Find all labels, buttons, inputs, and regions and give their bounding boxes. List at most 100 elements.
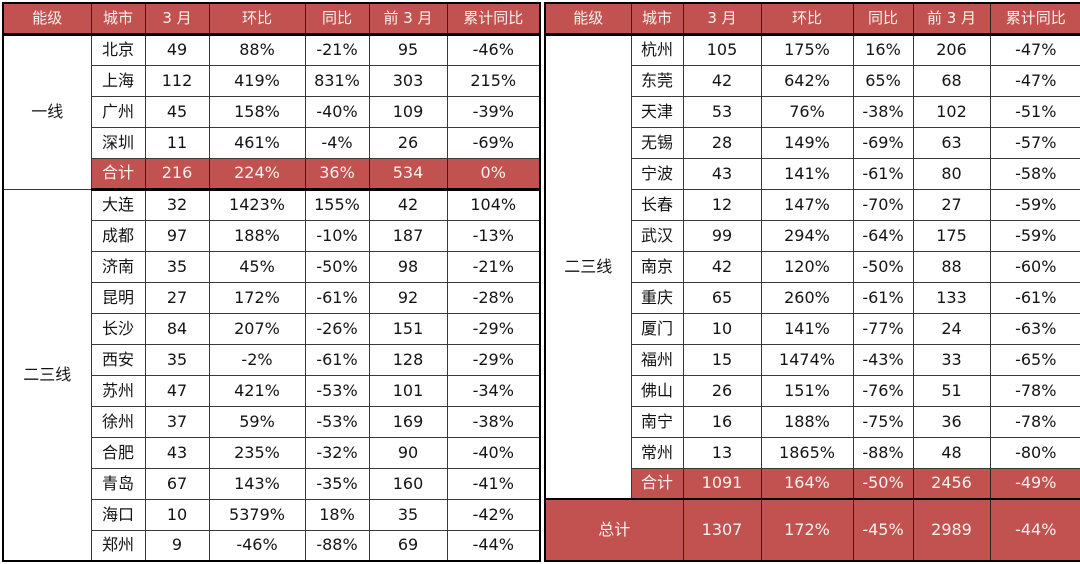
value-cell: -76%: [852, 374, 914, 407]
value-cell: 188%: [208, 219, 306, 252]
value-cell: -69%: [852, 126, 914, 159]
value-cell: 128: [368, 343, 448, 376]
value-cell: 294%: [760, 219, 854, 252]
header-first-3-months: 前 3 月: [912, 2, 991, 36]
value-cell: -88%: [304, 529, 370, 562]
value-cell: 461%: [208, 126, 306, 159]
value-cell: 141%: [760, 312, 854, 345]
value-cell: 172%: [760, 498, 854, 562]
header-mom: 环比: [760, 2, 854, 36]
value-cell: 36: [912, 405, 991, 438]
city-cell: 西安: [90, 343, 146, 376]
value-cell: 13: [682, 436, 762, 469]
value-cell: -29%: [446, 312, 541, 345]
value-cell: 260%: [760, 281, 854, 314]
value-cell: 143%: [208, 467, 306, 500]
value-cell: 112: [144, 64, 210, 97]
city-stats-table-left: 能级 城市 3 月 环比 同比 前 3 月 累计同比 一线 北京 49 88% -21…: [2, 2, 541, 562]
value-cell: 35: [368, 498, 448, 531]
table-row: 佛山 26 151% -76% 51 -78%: [545, 374, 1080, 407]
value-cell: -50%: [852, 250, 914, 283]
value-cell: 5379%: [208, 498, 306, 531]
value-cell: 43: [144, 436, 210, 469]
value-cell: 169: [368, 405, 448, 438]
city-cell: 无锡: [630, 126, 684, 159]
value-cell: 16%: [852, 33, 914, 66]
table-row: 合肥 43 235% -32% 90 -40%: [3, 436, 541, 469]
value-cell: 32: [144, 188, 210, 221]
city-cell: 广州: [90, 95, 146, 128]
header-tier: 能级: [544, 2, 632, 36]
value-cell: 1865%: [760, 436, 854, 469]
value-cell: -50%: [852, 467, 914, 500]
value-cell: -78%: [989, 374, 1080, 407]
tier-cell-tier23: 二三线: [2, 188, 92, 562]
value-cell: 45%: [208, 250, 306, 283]
header-row: 能级 城市 3 月 环比 同比 前 3 月 累计同比: [544, 2, 1080, 36]
value-cell: -51%: [989, 95, 1080, 128]
value-cell: 160: [368, 467, 448, 500]
value-cell: 831%: [304, 64, 370, 97]
table-row: 南宁 16 188% -75% 36 -78%: [545, 405, 1080, 438]
value-cell: 102: [912, 95, 991, 128]
table-row: 二三线 大连 32 1423% 155% 42 104%: [2, 188, 541, 562]
value-cell: -59%: [989, 188, 1080, 221]
value-cell: -58%: [989, 157, 1080, 190]
value-cell: -49%: [989, 467, 1080, 500]
value-cell: 35: [144, 343, 210, 376]
value-cell: 421%: [208, 374, 306, 407]
value-cell: -29%: [446, 343, 541, 376]
city-cell: 杭州: [630, 33, 684, 66]
value-cell: -61%: [989, 281, 1080, 314]
value-cell: -63%: [989, 312, 1080, 345]
value-cell: 10: [144, 498, 210, 531]
table-row: 无锡 28 149% -69% 63 -57%: [545, 126, 1080, 159]
table-row: 长春 12 147% -70% 27 -59%: [545, 188, 1080, 221]
value-cell: -32%: [304, 436, 370, 469]
table-row: 天津 53 76% -38% 102 -51%: [545, 95, 1080, 128]
value-cell: -61%: [852, 157, 914, 190]
tier-cell-tier23: 二三线: [544, 33, 632, 500]
value-cell: 9: [144, 529, 210, 562]
value-cell: -34%: [446, 374, 541, 407]
value-cell: 99: [682, 219, 762, 252]
city-stats-table-right: 能级 城市 3 月 环比 同比 前 3 月 累计同比 二三线 杭州 105 175%…: [544, 2, 1080, 562]
value-cell: 419%: [208, 64, 306, 97]
city-cell: 合肥: [90, 436, 146, 469]
value-cell: 43: [682, 157, 762, 190]
header-cumulative-yoy: 累计同比: [446, 2, 541, 36]
value-cell: -44%: [446, 529, 541, 562]
table-row: 重庆 65 260% -61% 133 -61%: [545, 281, 1080, 314]
city-cell: 宁波: [630, 157, 684, 190]
value-cell: -57%: [989, 126, 1080, 159]
value-cell: -47%: [989, 33, 1080, 66]
value-cell: 76%: [760, 95, 854, 128]
value-cell: -21%: [446, 250, 541, 283]
city-cell: 长春: [630, 188, 684, 221]
value-cell: 67: [144, 467, 210, 500]
value-cell: -2%: [208, 343, 306, 376]
value-cell: 65: [682, 281, 762, 314]
value-cell: 642%: [760, 64, 854, 97]
value-cell: -40%: [304, 95, 370, 128]
city-cell: 天津: [630, 95, 684, 128]
city-cell: 东莞: [630, 64, 684, 97]
table-row: 一线 北京 49 88% -21% 95 -46%: [2, 33, 541, 190]
value-cell: 1423%: [208, 188, 306, 221]
city-cell: 成都: [90, 219, 146, 252]
city-cell: 佛山: [630, 374, 684, 407]
value-cell: 16: [682, 405, 762, 438]
table-row: 徐州 37 59% -53% 169 -38%: [3, 405, 541, 438]
value-cell: 47: [144, 374, 210, 407]
subtotal-row: 合计 216 224% 36% 534 0%: [3, 157, 541, 191]
header-march: 3 月: [144, 2, 210, 36]
value-cell: -26%: [304, 312, 370, 345]
value-cell: -75%: [852, 405, 914, 438]
header-yoy: 同比: [304, 2, 370, 36]
value-cell: -38%: [852, 95, 914, 128]
city-cell: 深圳: [90, 126, 146, 159]
value-cell: 120%: [760, 250, 854, 283]
value-cell: -77%: [852, 312, 914, 345]
value-cell: -50%: [304, 250, 370, 283]
value-cell: -61%: [304, 281, 370, 314]
